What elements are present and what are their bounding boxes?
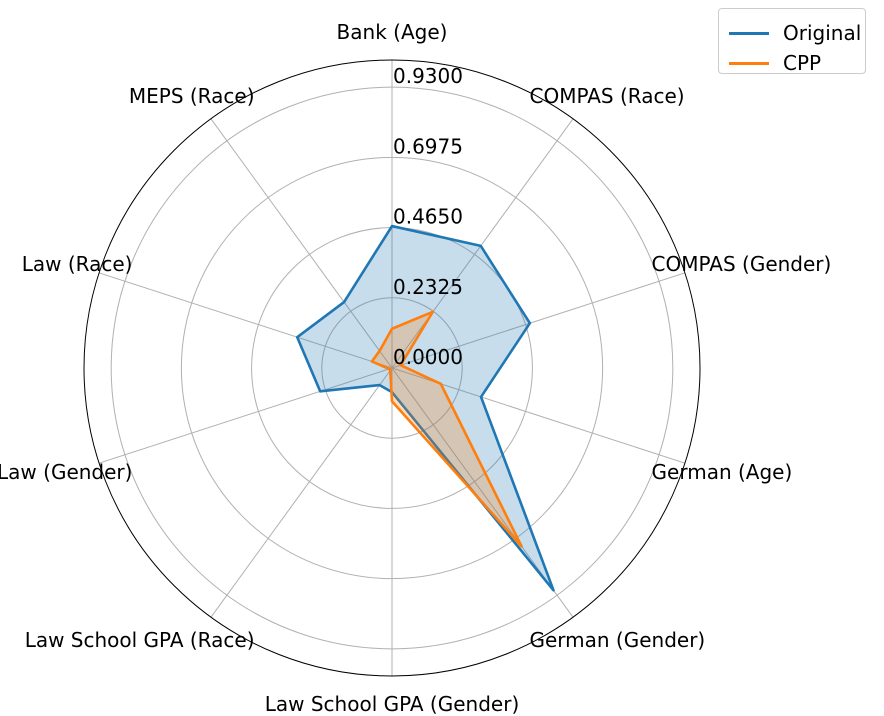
series-layer (295, 224, 555, 592)
category-label: Law School GPA (Race) (25, 628, 255, 652)
radial-tick-label: 0.0000 (393, 345, 463, 369)
grid-spoke (98, 272, 393, 369)
grid-spoke (210, 367, 393, 618)
category-label: Law School GPA (Gender) (265, 692, 520, 716)
radial-tick-label: 0.6975 (393, 134, 463, 158)
radial-tick-label: 0.9300 (393, 64, 463, 88)
legend-swatch-original (729, 32, 769, 35)
series-area-original (297, 226, 554, 591)
category-label: Law (Gender) (0, 460, 132, 484)
category-labels: Bank (Age) COMPAS (Race) COMPAS (Gender) Ge… (0, 20, 831, 716)
grid-spoke (98, 367, 393, 464)
polar-frame (83, 59, 701, 677)
category-label: MEPS (Race) (129, 84, 255, 108)
category-label: German (Gender) (529, 628, 705, 652)
legend-label-original: Original (783, 21, 862, 45)
category-label: COMPAS (Gender) (652, 252, 832, 276)
grid-spoke (391, 272, 686, 369)
radial-tick-labels: 0.0000 0.2325 0.4650 0.6975 0.9300 (393, 64, 463, 369)
radial-tick-label: 0.4650 (393, 205, 463, 229)
category-label: Law (Race) (22, 252, 133, 276)
radial-tick-label: 0.2325 (393, 275, 463, 299)
category-label: Bank (Age) (337, 20, 448, 44)
category-label: COMPAS (Race) (529, 84, 684, 108)
legend-item-original: Original (719, 19, 865, 49)
legend-label-cpp: CPP (783, 51, 822, 75)
series-line-cpp (370, 310, 523, 548)
legend: Original CPP (718, 8, 866, 75)
grid-spoke (391, 118, 574, 369)
category-label: German (Age) (652, 460, 793, 484)
grid-spoke (210, 118, 393, 369)
legend-item-cpp: CPP (719, 49, 865, 79)
legend-swatch-cpp (729, 62, 769, 65)
